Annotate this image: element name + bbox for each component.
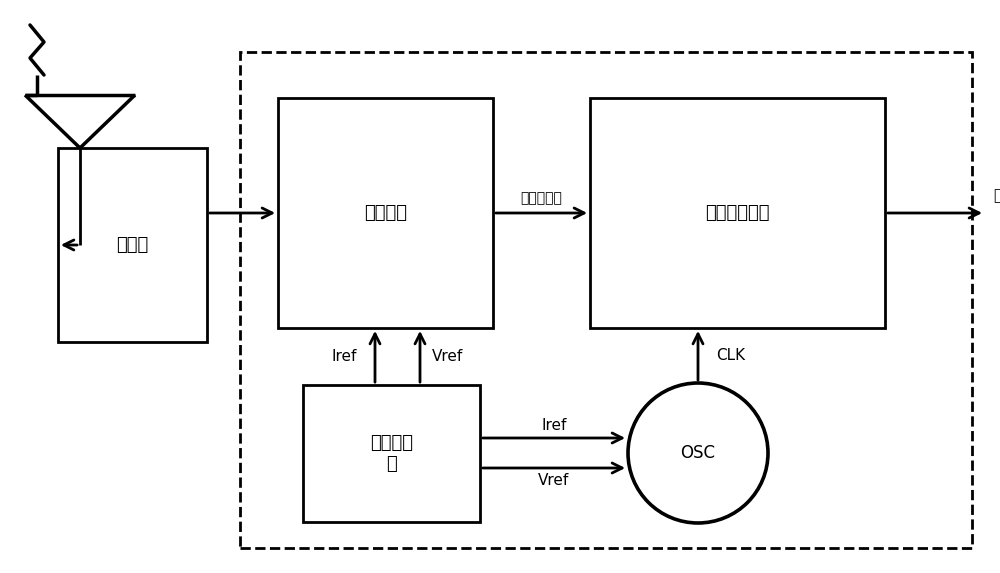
Bar <box>590 98 885 328</box>
Text: Vref: Vref <box>538 473 570 488</box>
Text: 放大电路: 放大电路 <box>364 204 407 222</box>
Text: 放大后信号: 放大后信号 <box>521 192 562 206</box>
Text: CLK: CLK <box>716 348 745 363</box>
Bar <box>278 98 493 328</box>
Bar <box>303 385 480 522</box>
Text: OSC: OSC <box>680 444 716 462</box>
Bar <box>240 52 972 548</box>
Text: 数字处理模块: 数字处理模块 <box>705 204 770 222</box>
Bar <box>58 148 207 342</box>
Text: 检波器: 检波器 <box>116 236 149 254</box>
Text: Iref: Iref <box>332 349 357 364</box>
Text: 输出: 输出 <box>993 189 1000 203</box>
Text: 基准源电
路: 基准源电 路 <box>370 434 413 473</box>
Text: Iref: Iref <box>541 418 567 433</box>
Ellipse shape <box>628 383 768 523</box>
Text: Vref: Vref <box>432 349 463 364</box>
